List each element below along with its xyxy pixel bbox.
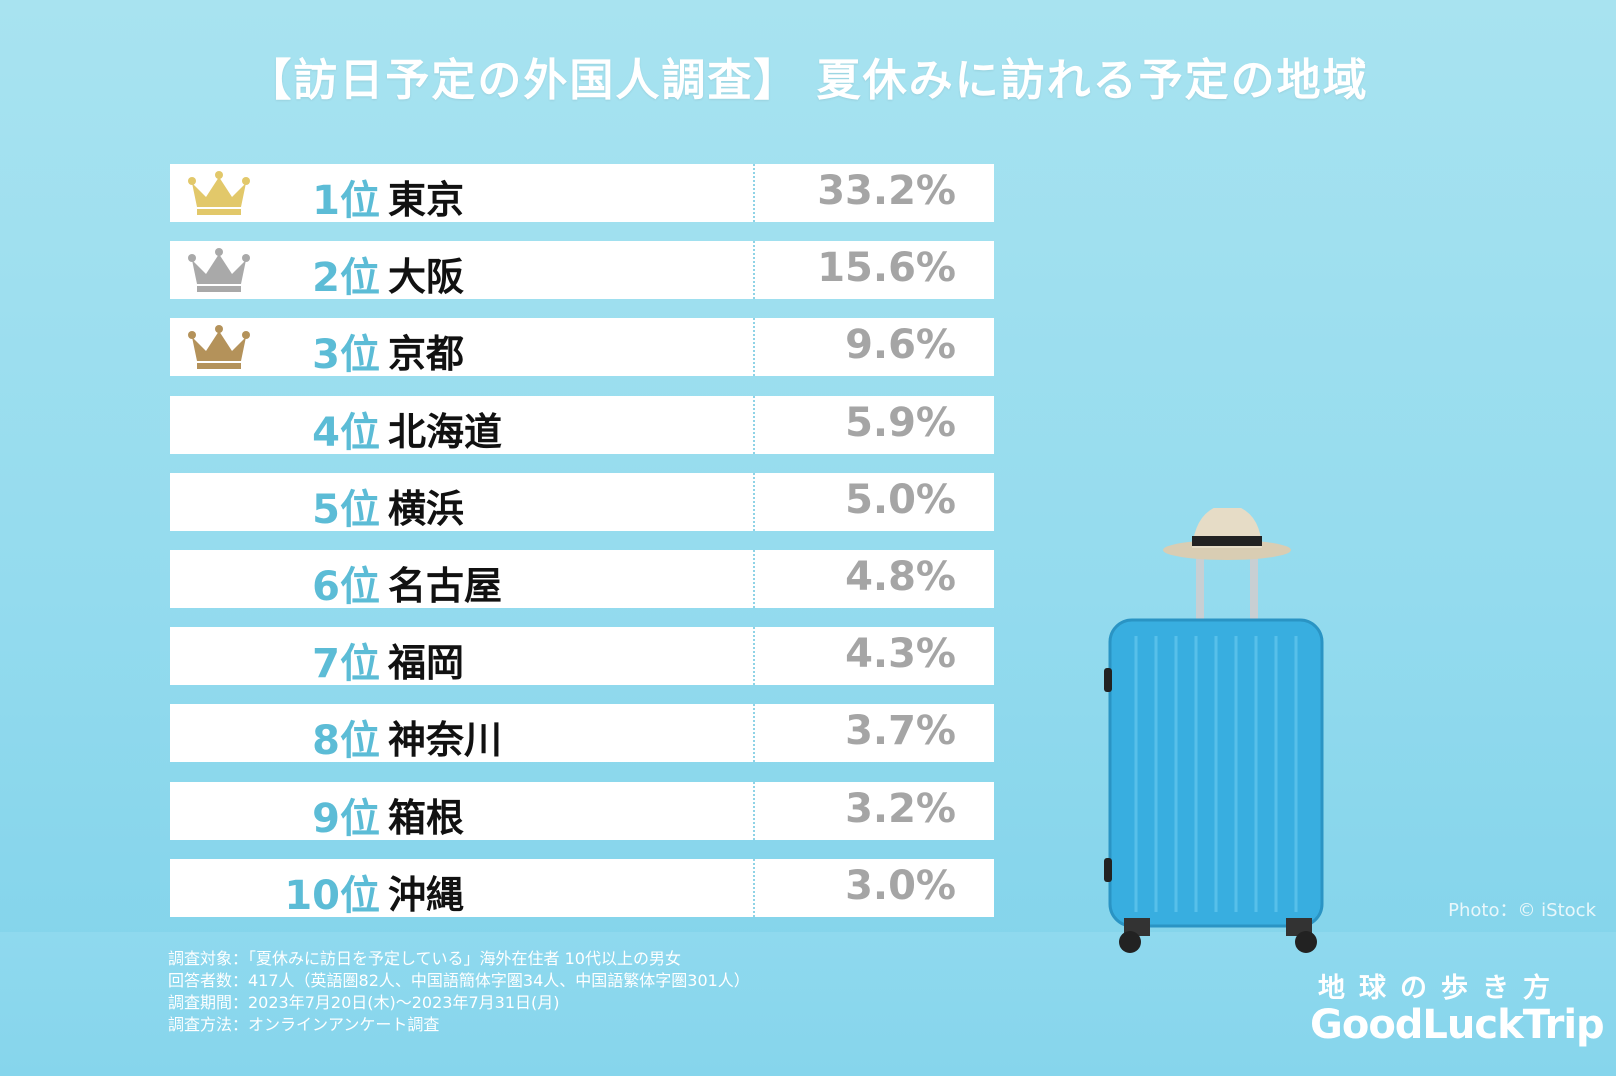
page-title: 【訪日予定の外国人調査】 夏休みに訪れる予定の地域 <box>247 55 1369 106</box>
survey-notes: 調査対象：「夏休みに訪日を予定している」海外在住者 10代以上の男女 回答者数：… <box>168 948 750 1036</box>
ranking-row: 7位 福岡 4.3% <box>170 627 994 687</box>
row-divider <box>753 627 755 685</box>
ranking-row: 9位 箱根 3.2% <box>170 782 994 842</box>
place-name: 京都 <box>388 332 465 376</box>
ranking-row: 4位 北海道 5.9% <box>170 396 994 456</box>
logo-japanese: 地球の歩き方 <box>1318 973 1564 1004</box>
photo-credit: Photo：© iStock <box>1448 900 1596 921</box>
percent-value: 4.8% <box>845 554 956 600</box>
ranking-row: 10位 沖縄 3.0% <box>170 859 994 919</box>
percent-value: 9.6% <box>845 322 956 368</box>
place-name: 箱根 <box>388 796 465 840</box>
place-name: 神奈川 <box>388 718 503 762</box>
note-respondents: 回答者数：417人（英語圏82人、中国語簡体字圏34人、中国語繁体字圏301人） <box>168 971 750 990</box>
percent-value: 4.3% <box>845 631 956 677</box>
rank-label: 4位 <box>312 410 380 456</box>
rank-label: 6位 <box>312 564 380 610</box>
place-name: 名古屋 <box>388 564 503 608</box>
ranking-row: 2位 大阪 15.6% <box>170 241 994 301</box>
rank-label: 10位 <box>284 873 380 919</box>
ranking-row: 3位 京都 9.6% <box>170 318 994 378</box>
note-method: 調査方法：オンラインアンケート調査 <box>168 1015 440 1034</box>
row-divider <box>753 859 755 917</box>
percent-value: 15.6% <box>817 245 956 291</box>
place-name: 沖縄 <box>388 873 465 917</box>
row-divider <box>753 318 755 376</box>
place-name: 福岡 <box>388 641 465 685</box>
percent-value: 33.2% <box>817 168 956 214</box>
percent-value: 3.7% <box>845 708 956 754</box>
row-divider <box>753 396 755 454</box>
place-name: 横浜 <box>388 487 465 531</box>
percent-value: 3.2% <box>845 786 956 832</box>
percent-value: 5.9% <box>845 400 956 446</box>
ranking-row: 6位 名古屋 4.8% <box>170 550 994 610</box>
crown-icon <box>188 248 250 292</box>
ranking-row: 8位 神奈川 3.7% <box>170 704 994 764</box>
rank-label: 2位 <box>312 255 380 301</box>
ranking-row: 5位 横浜 5.0% <box>170 473 994 533</box>
place-name: 東京 <box>388 178 465 222</box>
background-floor <box>0 932 1616 1076</box>
rank-label: 9位 <box>312 796 380 842</box>
row-divider <box>753 241 755 299</box>
crown-icon <box>188 325 250 369</box>
ranking-row: 1位 東京 33.2% <box>170 164 994 224</box>
percent-value: 5.0% <box>845 477 956 523</box>
rank-label: 3位 <box>312 332 380 378</box>
rank-label: 8位 <box>312 718 380 764</box>
suitcase-illustration <box>1104 508 1324 953</box>
row-divider <box>753 782 755 840</box>
place-name: 北海道 <box>388 410 503 454</box>
note-period: 調査期間：2023年7月20日(木)～2023年7月31日(月) <box>168 993 560 1012</box>
row-divider <box>753 550 755 608</box>
rank-label: 1位 <box>312 178 380 224</box>
note-target: 調査対象：「夏休みに訪日を予定している」海外在住者 10代以上の男女 <box>168 949 681 968</box>
row-divider <box>753 704 755 762</box>
rank-label: 7位 <box>312 641 380 687</box>
percent-value: 3.0% <box>845 863 956 909</box>
row-divider <box>753 164 755 222</box>
row-divider <box>753 473 755 531</box>
rank-label: 5位 <box>312 487 380 533</box>
crown-icon <box>188 171 250 215</box>
place-name: 大阪 <box>388 255 465 299</box>
logo-english: GoodLuckTrip <box>1310 1002 1605 1048</box>
